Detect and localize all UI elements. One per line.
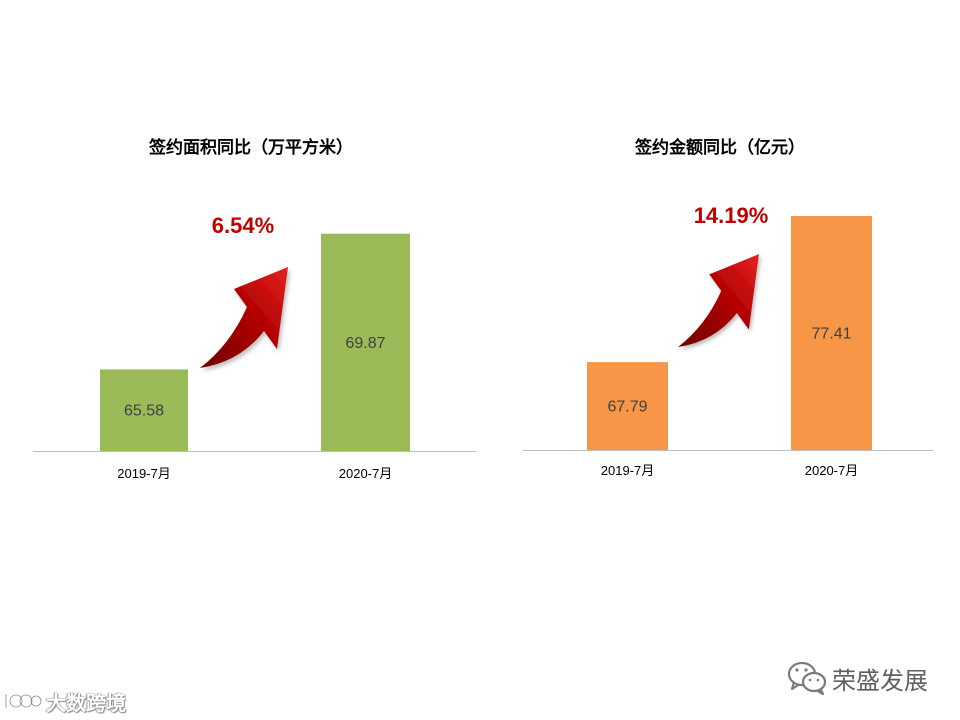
- amount-value-label-2019-7: 67.79: [607, 399, 647, 416]
- amount-growth-label: 14.19%: [694, 203, 769, 228]
- amount-growth-arrow-icon: [678, 254, 759, 347]
- amount-bar-2019-7: [587, 362, 668, 450]
- area-chart-title: 签约面积同比（万平方米）: [148, 137, 353, 158]
- area-category-label-2019-7: 2019-7月: [117, 466, 170, 481]
- area-bars: 65.58 2019-7月 69.87 2020-7月: [100, 233, 410, 481]
- amount-category-label-2020-7: 2020-7月: [805, 463, 858, 478]
- watermark-logo-icon: [4, 693, 42, 709]
- area-value-label-2020-7: 69.87: [345, 335, 385, 352]
- area-growth-arrow-icon: [200, 267, 288, 368]
- amount-chart-title: 签约金额同比（亿元）: [634, 137, 805, 158]
- amount-value-label-2020-7: 77.41: [811, 326, 851, 343]
- area-chart: 签约面积同比（万平方米） 65.58 2019-7月 69.87 2020-7月 6.…: [33, 137, 476, 481]
- amount-chart: 签约金额同比（亿元） 67.79 2019-7月 77.41 2020-7月 14.1…: [523, 137, 933, 478]
- watermark-text: 大数跨境: [46, 690, 126, 715]
- area-bar-2020-7: [321, 233, 410, 451]
- amount-bars: 67.79 2019-7月 77.41 2020-7月: [587, 216, 872, 478]
- amount-bar-2020-7: [791, 216, 872, 450]
- brand-name: 荣盛发展: [832, 666, 928, 695]
- wechat-icon: [787, 661, 827, 696]
- area-value-label-2019-7: 65.58: [124, 403, 164, 420]
- area-category-label-2020-7: 2020-7月: [339, 466, 392, 481]
- watermark: 大数跨境: [2, 688, 126, 715]
- brand-signature: 荣盛发展: [786, 660, 928, 696]
- amount-category-label-2019-7: 2019-7月: [601, 463, 654, 478]
- area-bar-2019-7: [100, 369, 188, 451]
- area-growth-label: 6.54%: [212, 213, 274, 238]
